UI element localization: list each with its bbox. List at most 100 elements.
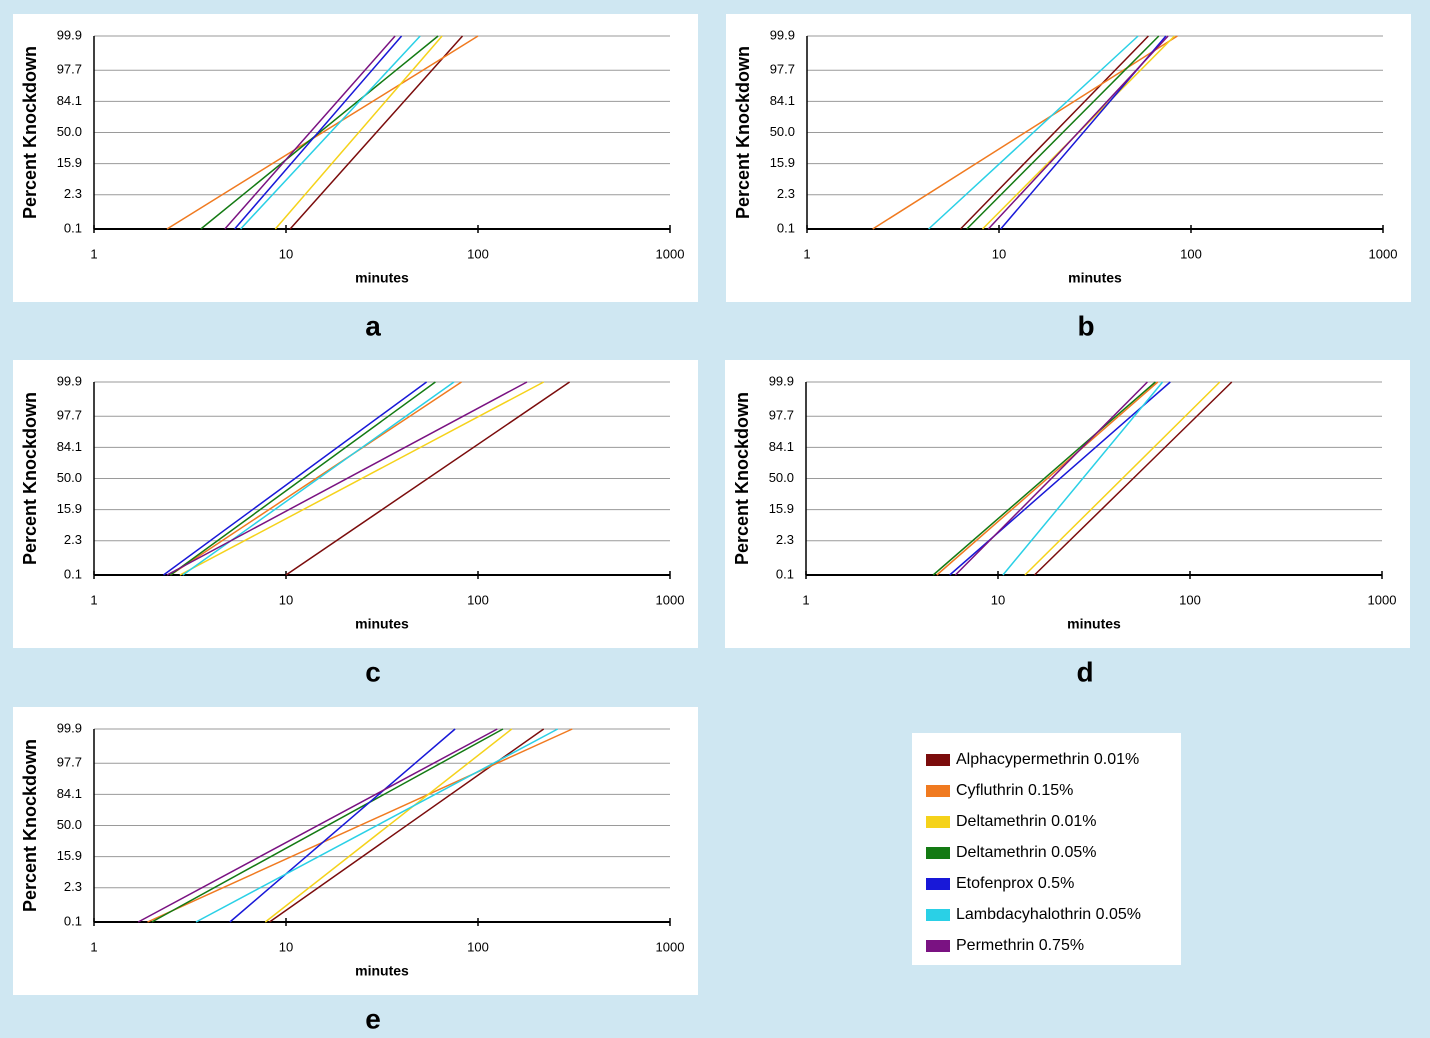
y-tick-label: 84.1 <box>769 439 794 454</box>
series-line <box>959 35 1149 230</box>
y-axis-label: Percent Knockdown <box>20 739 40 912</box>
series-line <box>166 381 528 576</box>
x-tick-label: 1 <box>802 592 809 607</box>
legend-swatch <box>926 909 950 921</box>
x-tick-label: 10 <box>991 592 1005 607</box>
x-tick-label: 10 <box>279 939 293 954</box>
x-tick-label: 1000 <box>656 939 685 954</box>
panel-label: a <box>365 310 381 341</box>
legend-label: Etofenprox 0.5% <box>956 875 1074 892</box>
series-line <box>1002 381 1164 576</box>
y-tick-label: 84.1 <box>57 439 82 454</box>
x-tick-label: 10 <box>279 246 293 261</box>
panel: 0.1 2.3 15.9 50.0 84.1 97.7 99.9 1 10 100 1000 Perc… <box>13 707 698 1034</box>
series-line <box>234 35 403 230</box>
series-line <box>1033 381 1233 576</box>
panel-background <box>13 360 698 648</box>
legend-swatch <box>926 878 950 890</box>
x-tick-label: 1 <box>803 246 810 261</box>
series-line <box>163 381 428 576</box>
panel-background <box>725 360 1410 648</box>
panel-label: e <box>365 1003 381 1034</box>
y-tick-label: 97.7 <box>770 62 795 77</box>
series-line <box>928 35 1139 230</box>
x-axis-label: minutes <box>1068 270 1122 286</box>
x-tick-label: 1 <box>90 246 97 261</box>
x-axis-label: minutes <box>355 270 409 286</box>
panel-background <box>726 14 1411 302</box>
y-tick-label: 0.1 <box>777 220 795 235</box>
y-tick-label: 50.0 <box>770 124 795 139</box>
legend-label: Permethrin 0.75% <box>956 937 1084 954</box>
panel-label: c <box>365 656 381 687</box>
series-line <box>195 728 559 923</box>
y-tick-label: 99.9 <box>57 373 82 388</box>
panel-label: b <box>1077 310 1094 341</box>
series-line <box>936 381 1159 576</box>
panel-background <box>13 14 698 302</box>
y-tick-label: 50.0 <box>57 817 82 832</box>
legend-label: Alphacypermethrin 0.01% <box>956 751 1139 768</box>
panel-label: d <box>1076 656 1093 687</box>
legend-label: Deltamethrin 0.01% <box>956 813 1097 830</box>
panel: 0.1 2.3 15.9 50.0 84.1 97.7 99.9 1 10 100 1000 Perc… <box>725 360 1410 687</box>
y-tick-label: 2.3 <box>64 879 82 894</box>
legend-swatch <box>926 940 950 952</box>
y-axis-label: Percent Knockdown <box>20 392 40 565</box>
y-tick-label: 15.9 <box>770 155 795 170</box>
series-line <box>169 381 462 576</box>
x-tick-label: 1000 <box>1369 246 1398 261</box>
y-tick-label: 15.9 <box>57 848 82 863</box>
series-line <box>200 35 439 230</box>
legend-label: Cyfluthrin 0.15% <box>956 782 1073 799</box>
y-tick-label: 97.7 <box>57 62 82 77</box>
series-line <box>240 35 421 230</box>
series-line <box>179 381 545 576</box>
x-tick-label: 100 <box>467 592 489 607</box>
x-tick-label: 1000 <box>656 592 685 607</box>
y-tick-label: 50.0 <box>769 470 794 485</box>
x-axis-label: minutes <box>355 616 409 632</box>
series-line <box>274 35 443 230</box>
series-line <box>137 728 498 923</box>
x-tick-label: 100 <box>1179 592 1201 607</box>
x-tick-label: 1 <box>90 939 97 954</box>
legend-swatch <box>926 847 950 859</box>
series-line <box>966 35 1160 230</box>
legend-swatch <box>926 754 950 766</box>
y-tick-label: 84.1 <box>770 93 795 108</box>
series-line <box>1024 381 1221 576</box>
x-tick-label: 1 <box>90 592 97 607</box>
x-tick-label: 10 <box>992 246 1006 261</box>
x-axis-label: minutes <box>355 963 409 979</box>
y-tick-label: 97.7 <box>57 408 82 423</box>
y-tick-label: 84.1 <box>57 93 82 108</box>
x-tick-label: 1000 <box>1368 592 1397 607</box>
legend-swatch <box>926 816 950 828</box>
panel: 0.1 2.3 15.9 50.0 84.1 97.7 99.9 1 10 100 1000 Perc… <box>726 14 1411 341</box>
y-axis-label: Percent Knockdown <box>20 46 40 219</box>
y-tick-label: 0.1 <box>64 913 82 928</box>
series-line <box>987 35 1169 230</box>
x-axis-label: minutes <box>1067 616 1121 632</box>
y-tick-label: 97.7 <box>769 408 794 423</box>
series-line <box>289 35 464 230</box>
y-tick-label: 2.3 <box>777 186 795 201</box>
y-tick-label: 15.9 <box>769 501 794 516</box>
y-tick-label: 0.1 <box>776 566 794 581</box>
y-tick-label: 50.0 <box>57 470 82 485</box>
series-line <box>147 728 573 923</box>
legend-box <box>912 733 1181 965</box>
y-tick-label: 99.9 <box>57 27 82 42</box>
y-tick-label: 50.0 <box>57 124 82 139</box>
legend-swatch <box>926 785 950 797</box>
y-axis-label: Percent Knockdown <box>733 46 753 219</box>
x-tick-label: 100 <box>1180 246 1202 261</box>
x-tick-label: 1000 <box>656 246 685 261</box>
x-tick-label: 10 <box>279 592 293 607</box>
series-line <box>229 728 456 923</box>
y-tick-label: 99.9 <box>770 27 795 42</box>
legend: Alphacypermethrin 0.01% Cyfluthrin 0.15% D… <box>912 733 1181 965</box>
y-tick-label: 2.3 <box>64 186 82 201</box>
y-tick-label: 15.9 <box>57 501 82 516</box>
